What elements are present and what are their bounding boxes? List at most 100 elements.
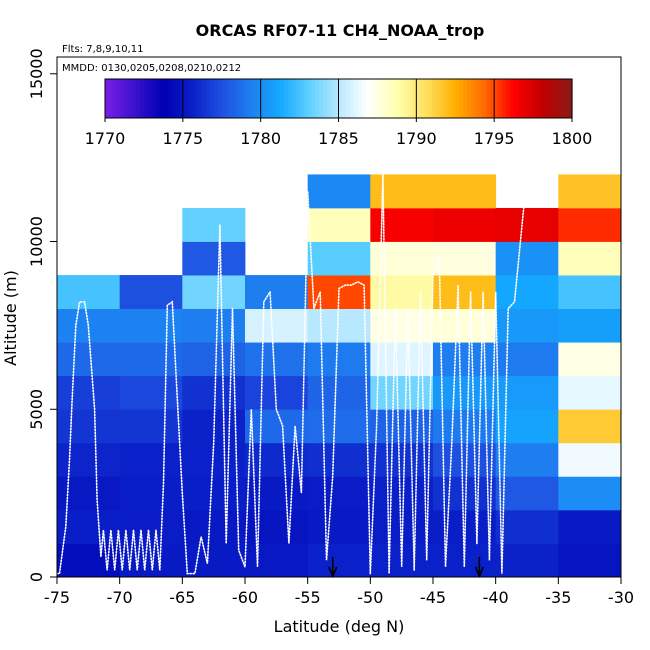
colorbar-segment bbox=[385, 79, 390, 118]
colorbar-segment bbox=[221, 79, 227, 118]
x-tick-label: -70 bbox=[107, 588, 133, 607]
colorbar-segment bbox=[463, 79, 468, 118]
heatmap-cell bbox=[495, 509, 559, 544]
y-tick-label: 0 bbox=[27, 572, 46, 582]
x-axis-label: Latitude (deg N) bbox=[274, 617, 405, 636]
heatmap-cell bbox=[307, 509, 371, 544]
heatmap-cell bbox=[119, 342, 183, 377]
colorbar-segment bbox=[369, 79, 375, 118]
x-tick-label: -30 bbox=[608, 588, 634, 607]
heatmap-cell bbox=[182, 207, 246, 242]
colorbar-segment bbox=[132, 79, 137, 118]
heatmap-cell bbox=[495, 543, 559, 577]
colorbar-segment bbox=[474, 79, 480, 118]
x-tick-label: -45 bbox=[420, 588, 446, 607]
colorbar-segment bbox=[350, 79, 355, 118]
colorbar-segment bbox=[392, 79, 398, 118]
colorbar-tick-label: 1795 bbox=[474, 129, 515, 148]
colorbar-segment bbox=[478, 79, 484, 118]
heatmap-cell bbox=[495, 241, 559, 276]
colorbar-segment bbox=[311, 79, 316, 118]
heatmap-cell bbox=[558, 342, 621, 377]
heatmap-cell bbox=[182, 342, 246, 377]
y-tick-label: 15000 bbox=[27, 48, 46, 99]
heatmap-cell bbox=[370, 476, 434, 511]
colorbar-segment bbox=[354, 79, 359, 118]
colorbar-segment bbox=[408, 79, 414, 118]
heatmap-cell bbox=[370, 442, 434, 477]
colorbar-segment bbox=[509, 79, 515, 118]
colorbar-segment bbox=[322, 79, 328, 118]
heatmap-cell bbox=[182, 241, 246, 276]
colorbar-segment bbox=[373, 79, 379, 118]
heatmap-cell bbox=[433, 375, 497, 410]
colorbar-segment bbox=[256, 79, 262, 118]
heatmap-cell bbox=[433, 275, 497, 310]
heatmap-cell bbox=[307, 442, 371, 477]
colorbar-segment bbox=[428, 79, 433, 118]
x-tick-label: -35 bbox=[545, 588, 571, 607]
colorbar-segment bbox=[198, 79, 203, 118]
colorbar-segment bbox=[287, 79, 293, 118]
heatmap-cell bbox=[433, 308, 497, 343]
colorbar-segment bbox=[521, 79, 526, 118]
colorbar-segment bbox=[213, 79, 219, 118]
colorbar-segment bbox=[505, 79, 511, 118]
colorbar-segment bbox=[276, 79, 281, 118]
heatmap-cell bbox=[558, 174, 621, 209]
colorbar-segment bbox=[517, 79, 523, 118]
heatmap-cell bbox=[119, 442, 183, 477]
colorbar-segment bbox=[140, 79, 145, 118]
colorbar-segment bbox=[237, 79, 242, 118]
heatmap-cell bbox=[57, 442, 121, 477]
colorbar-segment bbox=[330, 79, 336, 118]
colorbar-segment bbox=[108, 79, 114, 118]
heatmap-cell bbox=[182, 375, 246, 410]
colorbar-segment bbox=[284, 79, 289, 118]
colorbar-segment bbox=[443, 79, 449, 118]
heatmap-cell bbox=[119, 409, 183, 444]
colorbar-segment bbox=[272, 79, 277, 118]
colorbar-segment bbox=[482, 79, 487, 118]
heatmap-cell bbox=[370, 308, 434, 343]
colorbar-segment bbox=[486, 79, 491, 118]
colorbar-segment bbox=[533, 79, 538, 118]
colorbar-segment bbox=[175, 79, 180, 118]
colorbar-segment bbox=[194, 79, 199, 118]
colorbar-segment bbox=[455, 79, 460, 118]
colorbar-segment bbox=[155, 79, 161, 118]
heatmap-cell bbox=[558, 476, 621, 511]
heatmap-cell bbox=[57, 275, 121, 310]
heatmap-cell bbox=[433, 476, 497, 511]
colorbar-segment bbox=[151, 79, 157, 118]
heatmap-cells bbox=[57, 174, 621, 577]
colorbar-segment bbox=[319, 79, 324, 118]
colorbar: 1770 1775 1780 1785 1790 1795 1800 bbox=[85, 78, 593, 148]
colorbar-segment bbox=[564, 79, 569, 118]
heatmap-cell bbox=[433, 207, 497, 242]
colorbar-segment bbox=[556, 79, 561, 118]
colorbar-segment bbox=[338, 79, 343, 118]
colorbar-segment bbox=[451, 79, 456, 118]
colorbar-segment bbox=[552, 79, 558, 118]
colorbar-segment bbox=[381, 79, 386, 118]
heatmap-cell bbox=[558, 442, 621, 477]
heatmap-cell bbox=[182, 275, 246, 310]
colorbar-tick-label: 1800 bbox=[552, 129, 593, 148]
heatmap-cell bbox=[495, 476, 559, 511]
colorbar-segment bbox=[544, 79, 550, 118]
colorbar-segment bbox=[396, 79, 402, 118]
colorbar-segment bbox=[186, 79, 192, 118]
heatmap-cell bbox=[245, 275, 309, 310]
colorbar-segment bbox=[342, 79, 347, 118]
colorbar-segment bbox=[147, 79, 153, 118]
colorbar-segment bbox=[346, 79, 351, 118]
colorbar-segment bbox=[560, 79, 565, 118]
colorbar-segment bbox=[439, 79, 445, 118]
colorbar-segment bbox=[498, 79, 503, 118]
heatmap-cell bbox=[370, 375, 434, 410]
heatmap-cell bbox=[558, 275, 621, 310]
chart-title: ORCAS RF07-11 CH4_NOAA_trop bbox=[196, 21, 485, 40]
heatmap-cell bbox=[182, 476, 246, 511]
